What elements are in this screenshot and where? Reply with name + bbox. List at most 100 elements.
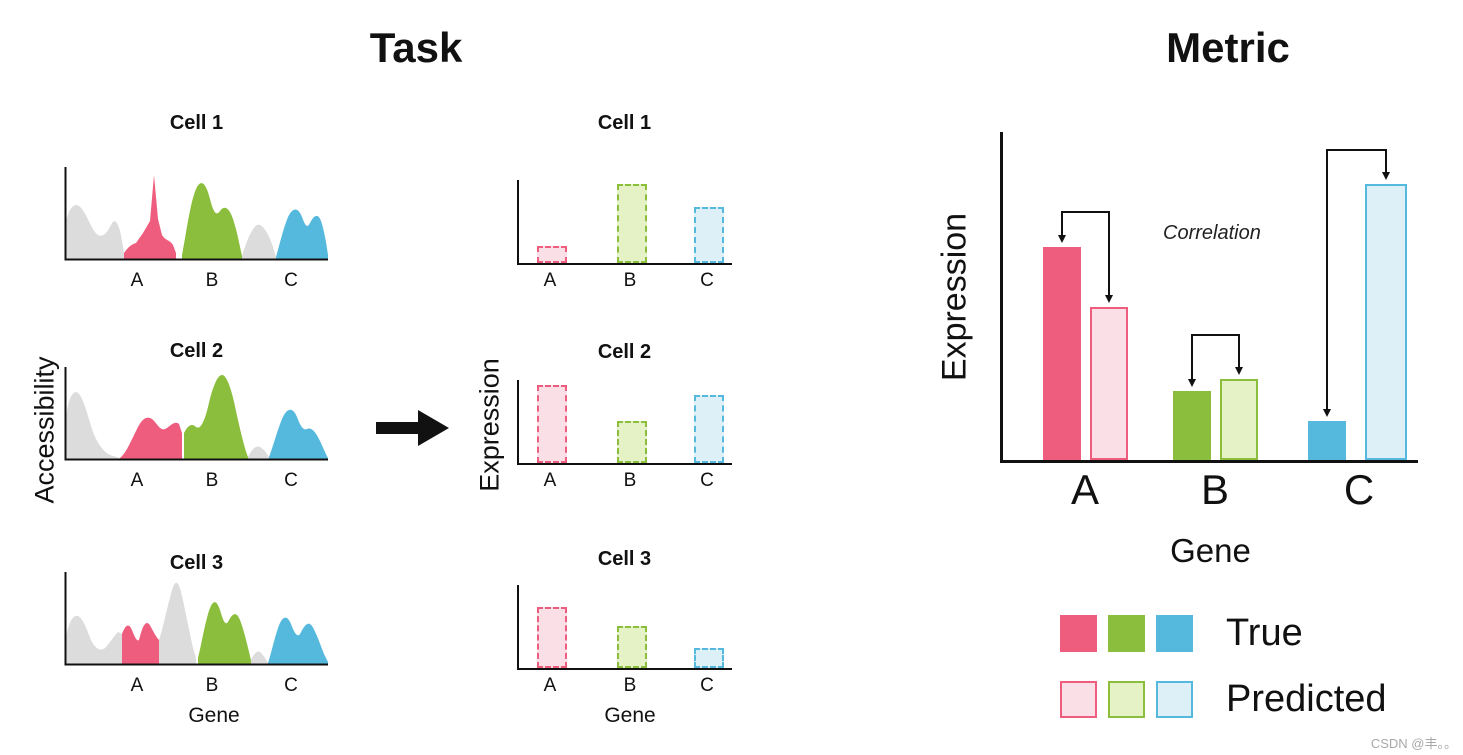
track-axis bbox=[64, 167, 328, 261]
cell-3-title: Cell 3 bbox=[597, 548, 652, 570]
gene-label-b: B bbox=[623, 270, 637, 291]
accessibility-peak-gene-c bbox=[276, 209, 328, 259]
gene-label-b: B bbox=[623, 675, 637, 696]
expression-axis-label: Expression bbox=[474, 358, 505, 492]
background-peaks bbox=[251, 651, 268, 664]
arrowhead-icon bbox=[1235, 367, 1243, 375]
expression-bar-gene-a bbox=[537, 246, 567, 263]
legend-predicted-swatch-pink bbox=[1060, 681, 1097, 718]
metric-title: Metric bbox=[1166, 24, 1290, 71]
gene-label-a: A bbox=[543, 675, 557, 696]
accessibility-track-cell-2 bbox=[64, 367, 328, 461]
task-title: Task bbox=[369, 24, 463, 71]
metric-y-axis-label: Expression bbox=[935, 212, 974, 382]
gene-label-c: C bbox=[700, 270, 714, 291]
arrowhead-icon bbox=[1382, 172, 1390, 180]
accessibility-peak-gene-a bbox=[122, 622, 159, 664]
watermark: CSDN @丰。。 bbox=[1370, 736, 1457, 751]
legend-predicted-label: Predicted bbox=[1226, 678, 1387, 720]
track-axis bbox=[64, 572, 328, 666]
accessibility-peak-gene-b bbox=[184, 375, 248, 459]
metric-gene-label-a: A bbox=[1070, 466, 1100, 513]
accessibility-peak-gene-b bbox=[198, 602, 251, 664]
background-peaks bbox=[248, 446, 269, 459]
metric-gene-labels-row: A B C bbox=[1003, 466, 1418, 516]
gene-label-c: C bbox=[700, 675, 714, 696]
expression-bar-gene-a bbox=[537, 385, 567, 463]
correlation-annotation: Correlation bbox=[1163, 222, 1261, 244]
true-bar-gene-c bbox=[1308, 421, 1346, 460]
true-bar-gene-a bbox=[1043, 247, 1081, 460]
predicted-bar-gene-c bbox=[1365, 184, 1407, 460]
gene-label-b: B bbox=[205, 470, 219, 491]
legend-true-swatch-pink bbox=[1060, 615, 1097, 652]
gene-label-b: B bbox=[205, 270, 219, 291]
expression-bar-gene-b bbox=[617, 184, 647, 263]
gene-label-c: C bbox=[284, 675, 298, 696]
gene-labels-row: A B C bbox=[517, 270, 732, 296]
track-axis bbox=[64, 367, 328, 461]
gene-label-b: B bbox=[205, 675, 219, 696]
expression-bar-gene-c bbox=[694, 648, 724, 668]
metric-x-axis bbox=[1000, 460, 1418, 463]
gene-label-a: A bbox=[130, 470, 144, 491]
accessibility-track-cell-3 bbox=[64, 572, 328, 666]
metric-gene-label-b: B bbox=[1200, 466, 1230, 513]
background-peaks bbox=[66, 392, 120, 459]
true-bar-gene-b bbox=[1173, 391, 1211, 460]
cell-3-title: Cell 3 bbox=[169, 552, 224, 574]
gene-label-c: C bbox=[700, 470, 714, 491]
accessibility-peak-gene-a bbox=[124, 175, 176, 259]
arrowhead-icon bbox=[1105, 295, 1113, 303]
cell-1-title: Cell 1 bbox=[597, 112, 652, 134]
expression-bar-gene-b bbox=[617, 626, 647, 668]
cell-1-title: Cell 1 bbox=[169, 112, 224, 134]
cell-2-title: Cell 2 bbox=[597, 341, 652, 363]
accessibility-axis-label: Accessibility bbox=[29, 356, 60, 504]
background-peaks bbox=[66, 205, 124, 259]
gene-labels-row: A B C bbox=[517, 470, 732, 496]
gene-label-a: A bbox=[130, 675, 144, 696]
legend-predicted-row: Predicted bbox=[1060, 678, 1387, 721]
expression-chart-cell-1 bbox=[517, 180, 732, 265]
legend-predicted-swatch-blue bbox=[1156, 681, 1193, 718]
gene-label-c: C bbox=[284, 270, 298, 291]
legend-true-label: True bbox=[1226, 612, 1303, 654]
accessibility-peak-gene-c bbox=[268, 617, 328, 664]
predicted-bar-gene-b bbox=[1220, 379, 1258, 460]
gene-labels-row: A B C bbox=[64, 675, 329, 701]
predicted-bar-gene-a bbox=[1090, 307, 1128, 460]
accessibility-peak-gene-b bbox=[182, 183, 242, 259]
metric-gene-label-c: C bbox=[1343, 466, 1375, 513]
gene-label-b: B bbox=[623, 470, 637, 491]
background-peaks bbox=[159, 582, 196, 664]
legend-true-swatch-green bbox=[1108, 615, 1145, 652]
background-peaks bbox=[242, 224, 276, 259]
cell-2-title: Cell 2 bbox=[169, 340, 224, 362]
gene-label-a: A bbox=[543, 470, 557, 491]
gene-labels-row: A B C bbox=[517, 675, 732, 701]
accessibility-track-cell-1 bbox=[64, 167, 328, 261]
legend-true-row: True bbox=[1060, 612, 1303, 655]
background-peaks bbox=[66, 615, 122, 664]
gene-labels-row: A B C bbox=[64, 470, 329, 496]
arrowhead-icon bbox=[1058, 235, 1066, 243]
expression-chart-cell-2 bbox=[517, 380, 732, 465]
task-transform-arrow-icon bbox=[376, 410, 449, 446]
legend-predicted-swatch-green bbox=[1108, 681, 1145, 718]
expression-bar-gene-c bbox=[694, 207, 724, 263]
gene-axis-caption-left: Gene bbox=[188, 704, 240, 727]
metric-x-axis-label: Gene bbox=[1170, 532, 1251, 569]
gene-label-a: A bbox=[130, 270, 144, 291]
expression-bar-gene-b bbox=[617, 421, 647, 463]
arrowhead-icon bbox=[1323, 409, 1331, 417]
gene-labels-row: A B C bbox=[64, 270, 329, 296]
legend-true-swatch-blue bbox=[1156, 615, 1193, 652]
expression-bar-gene-a bbox=[537, 607, 567, 668]
arrowhead-icon bbox=[1188, 379, 1196, 387]
metric-y-axis bbox=[1000, 132, 1003, 463]
accessibility-peak-gene-c bbox=[269, 409, 328, 459]
expression-chart-cell-3 bbox=[517, 585, 732, 670]
gene-label-c: C bbox=[284, 470, 298, 491]
